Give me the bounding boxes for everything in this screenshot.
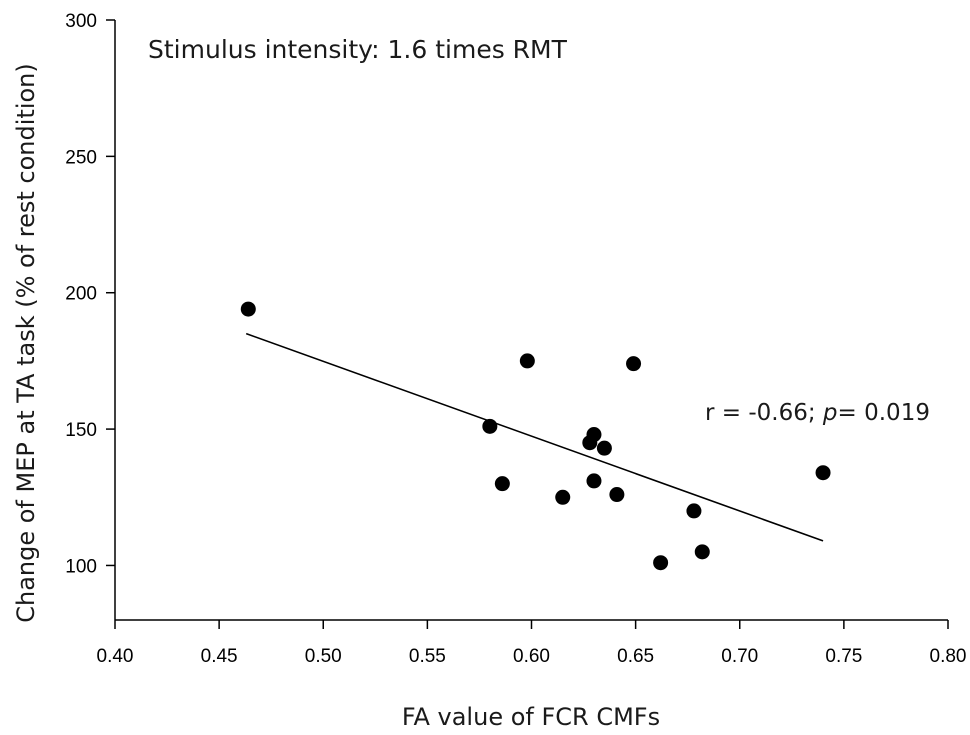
data-point xyxy=(596,440,612,456)
x-axis-title: FA value of FCR CMFs xyxy=(402,703,660,731)
data-point xyxy=(240,301,256,317)
data-point xyxy=(626,356,642,372)
x-tick-label: 0.45 xyxy=(201,646,238,667)
data-point xyxy=(609,487,625,503)
x-tick-label: 0.55 xyxy=(409,646,446,667)
data-point xyxy=(653,555,669,571)
correlation-stat: r = -0.66; p= 0.019 xyxy=(705,400,930,426)
data-point xyxy=(586,473,602,489)
data-point xyxy=(494,476,510,492)
y-ticks: 100 150 200 250 300 xyxy=(65,11,115,577)
data-point xyxy=(519,353,535,369)
data-point xyxy=(482,418,498,434)
x-tick-label: 0.50 xyxy=(305,646,342,667)
y-tick-label: 250 xyxy=(65,147,97,168)
axes xyxy=(114,20,948,621)
data-point xyxy=(686,503,702,519)
y-tick-label: 200 xyxy=(65,284,97,305)
y-tick-label: 100 xyxy=(65,556,97,577)
data-point xyxy=(815,465,831,481)
x-tick-label: 0.40 xyxy=(97,646,134,667)
x-ticks: 0.40 0.45 0.50 0.55 0.60 0.65 0.70 0.75 0.80 xyxy=(97,620,967,667)
regression-line xyxy=(245,332,824,542)
data-points xyxy=(240,301,831,571)
data-point xyxy=(555,489,571,505)
y-tick-label: 150 xyxy=(65,420,97,441)
chart-annotation: Stimulus intensity: 1.6 times RMT xyxy=(148,35,568,64)
x-tick-label: 0.70 xyxy=(721,646,758,667)
x-tick-label: 0.80 xyxy=(930,646,967,667)
x-tick-label: 0.60 xyxy=(513,646,550,667)
y-tick-label: 300 xyxy=(65,11,97,32)
x-tick-label: 0.75 xyxy=(825,646,862,667)
trendline-group xyxy=(245,332,824,542)
x-tick-label: 0.65 xyxy=(617,646,654,667)
y-axis-title: Change of MEP at TA task (% of rest cond… xyxy=(12,63,40,623)
data-point xyxy=(586,427,602,443)
data-point xyxy=(694,544,710,560)
